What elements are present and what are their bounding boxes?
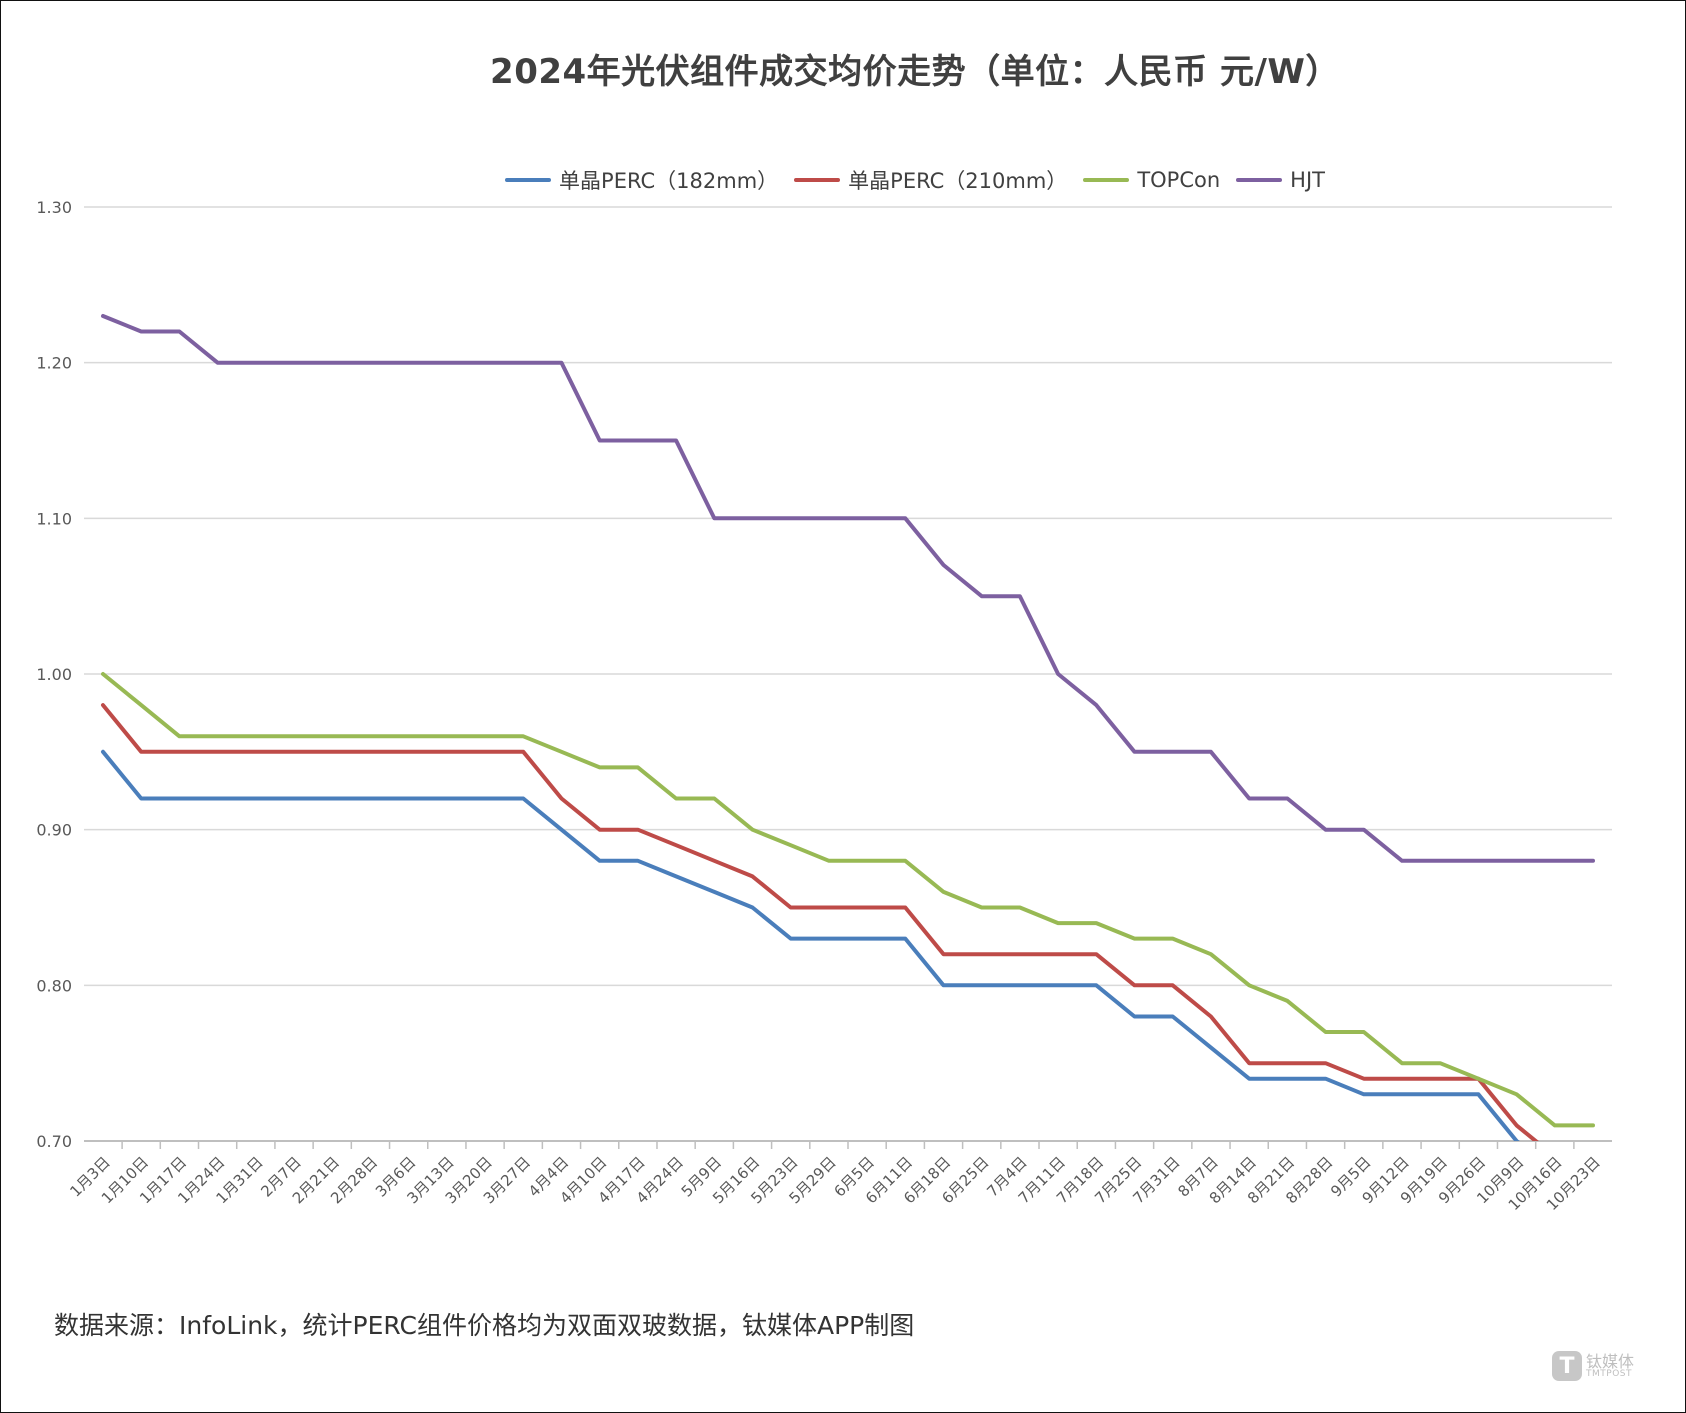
legend-label-2: TOPCon: [1137, 168, 1221, 192]
chart-legend: 单晶PERC（182mm） 单晶PERC（210mm） TOPCon HJT: [0, 165, 1686, 195]
source-note: 数据来源：InfoLink，统计PERC组件价格均为双面双玻数据，钛媒体APP制…: [54, 1311, 915, 1340]
watermark-en: TMTPOST: [1586, 1368, 1632, 1379]
y-tick-label: 0.90: [36, 821, 72, 840]
chart-title: 2024年光伏组件成交均价走势（单位：人民币 元/W）: [490, 52, 1340, 92]
y-tick-label: 1.10: [36, 509, 72, 528]
grid-lines: [84, 206, 1612, 987]
legend-label-0: 单晶PERC（182mm）: [559, 169, 779, 193]
y-axis-ticks: 1.30 1.20 1.10 1.00 0.90 0.80 0.70: [36, 198, 72, 1151]
legend-swatch-2: [1083, 178, 1130, 182]
legend-item-2: TOPCon: [1083, 168, 1220, 192]
y-tick-label: 1.00: [36, 665, 72, 684]
watermark: T 钛媒体 TMTPOST: [1552, 1351, 1634, 1381]
legend-label-3: HJT: [1290, 168, 1325, 192]
legend-swatch-0: [505, 178, 552, 182]
legend-item-0: 单晶PERC（182mm）: [505, 165, 778, 195]
legend-swatch-3: [1236, 178, 1283, 182]
series-line-0: [101, 749, 1520, 1141]
series-line-2: [101, 672, 1595, 1128]
series-line-3: [101, 314, 1595, 863]
y-tick-label: 0.80: [36, 976, 72, 995]
series-line-1: [101, 703, 1539, 1141]
x-axis: 1月3日1月10日1月17日1月24日1月31日2月7日2月21日2月28日3月…: [66, 1140, 1612, 1214]
chart-plot: 1.30 1.20 1.10 1.00 0.90 0.80 0.70 1月3日1月10日1月…: [36, 198, 1612, 1214]
legend-item-1: 单晶PERC（210mm）: [794, 165, 1067, 195]
legend-item-3: HJT: [1236, 168, 1325, 192]
y-tick-label: 0.70: [36, 1132, 72, 1151]
legend-swatch-1: [794, 178, 841, 182]
y-tick-label: 1.30: [36, 198, 72, 217]
watermark-logo-icon: T: [1552, 1351, 1582, 1381]
series-lines: [101, 314, 1595, 1141]
watermark-cn: 钛媒体: [1586, 1351, 1635, 1371]
y-tick-label: 1.20: [36, 354, 72, 373]
legend-label-1: 单晶PERC（210mm）: [848, 169, 1068, 193]
